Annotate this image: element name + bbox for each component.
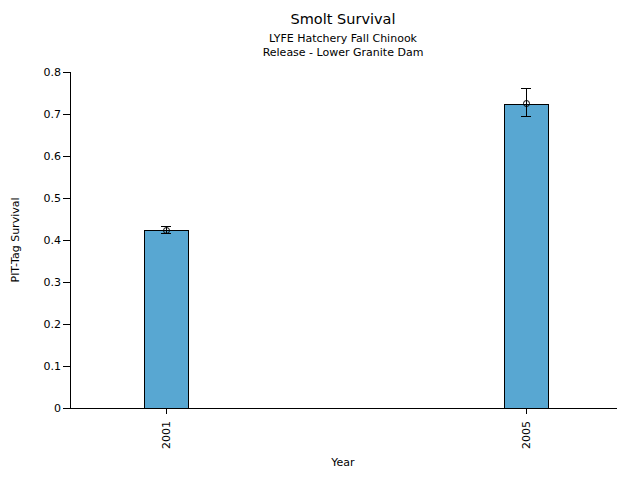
x-axis-label: Year	[70, 456, 616, 469]
y-tick-mark	[63, 240, 70, 241]
chart-figure: Smolt Survival LYFE Hatchery Fall Chinoo…	[0, 0, 640, 480]
error-bar-cap-top	[521, 88, 531, 89]
y-tick-label: 0.8	[44, 66, 62, 79]
error-marker-circle-icon	[163, 227, 170, 234]
bar-2005	[504, 104, 549, 409]
chart-title: Smolt Survival	[70, 11, 616, 27]
chart-subtitle-line1: LYFE Hatchery Fall Chinook	[70, 32, 616, 45]
y-tick-mark	[63, 114, 70, 115]
x-tick-label: 2001	[160, 421, 173, 449]
x-tick-mark	[526, 408, 527, 414]
y-tick-mark	[63, 408, 70, 409]
bar-2001	[144, 230, 189, 408]
y-tick-label: 0.2	[44, 318, 62, 331]
y-tick-label: 0.1	[44, 360, 62, 373]
x-tick-mark	[166, 408, 167, 414]
y-tick-label: 0.5	[44, 192, 62, 205]
y-tick-label: 0.7	[44, 108, 62, 121]
y-tick-mark	[63, 282, 70, 283]
plot-area: 00.10.20.30.40.50.60.70.820012005	[70, 72, 617, 409]
y-tick-mark	[63, 156, 70, 157]
y-tick-label: 0.3	[44, 276, 62, 289]
error-marker-circle-icon	[523, 100, 530, 107]
y-axis-label: PIT-Tag Survival	[9, 197, 22, 282]
chart-subtitle-line2: Release - Lower Granite Dam	[70, 46, 616, 59]
y-tick-label: 0.6	[44, 150, 62, 163]
y-tick-mark	[63, 366, 70, 367]
y-tick-label: 0.4	[44, 234, 62, 247]
y-tick-mark	[63, 72, 70, 73]
x-tick-label: 2005	[520, 421, 533, 449]
y-tick-mark	[63, 198, 70, 199]
y-tick-label: 0	[54, 402, 61, 415]
y-tick-mark	[63, 324, 70, 325]
error-bar-cap-bottom	[521, 116, 531, 117]
